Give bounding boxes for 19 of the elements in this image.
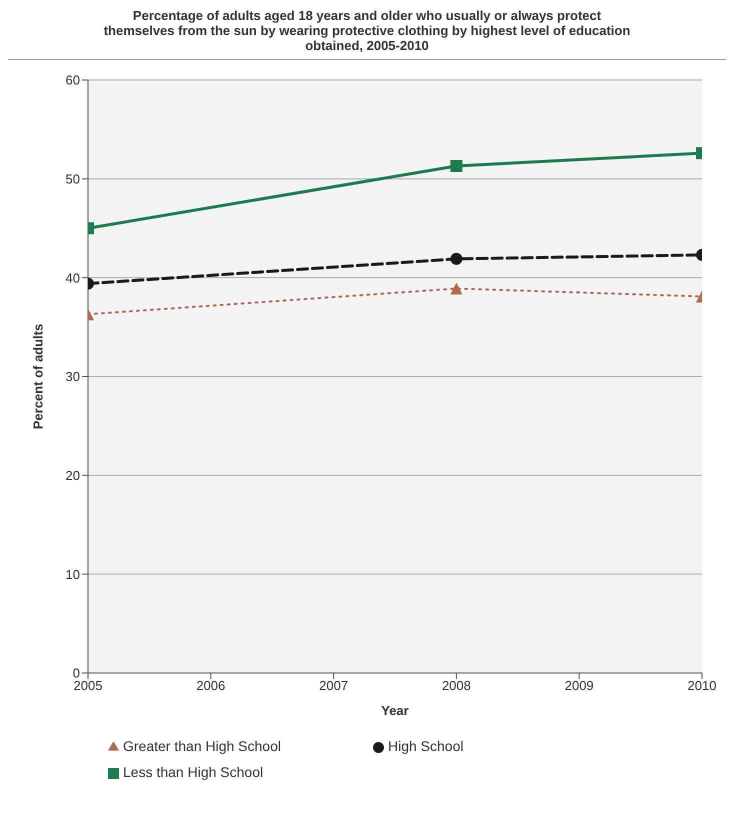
- y-tick-label: 20: [66, 468, 80, 483]
- y-tick-label: 50: [66, 171, 80, 186]
- legend-label: High School: [388, 737, 464, 756]
- y-tick-label: 60: [66, 72, 80, 88]
- legend-label: Greater than High School: [123, 737, 282, 756]
- y-tick-label: 40: [66, 270, 80, 286]
- x-tick-label: 2005: [74, 678, 102, 694]
- y-tick-label: 30: [66, 369, 80, 384]
- legend-label: Less than High School: [123, 763, 264, 782]
- chart-title: Percentage of adults aged 18 years and older who usually or always protect themselves from the sun by wearing protective clothing by highest level of education obtained, 2005-2010: [8, 8, 726, 60]
- y-tick-label: 0: [72, 666, 80, 681]
- x-tick-label: 2008: [442, 678, 471, 694]
- x-tick-label: 2010: [688, 678, 716, 694]
- x-tick-label: 2007: [319, 678, 348, 694]
- y-axis-title: Percent of adults: [30, 324, 46, 430]
- x-axis-title: Year: [381, 703, 409, 718]
- x-tick-label: 2006: [196, 678, 226, 694]
- y-tick-label: 10: [66, 566, 80, 582]
- x-tick-label: 2009: [564, 678, 594, 694]
